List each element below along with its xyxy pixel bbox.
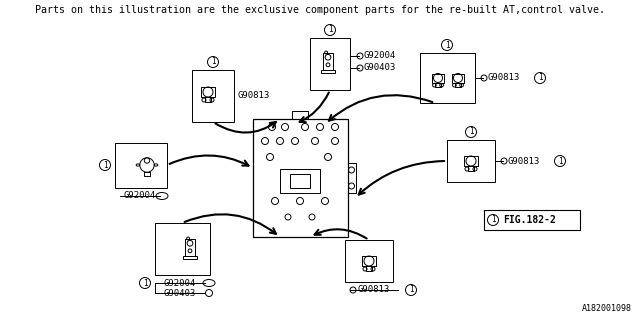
Bar bbox=[447, 140, 495, 182]
Text: G90813: G90813 bbox=[488, 74, 520, 83]
Text: 1: 1 bbox=[445, 41, 449, 50]
Bar bbox=[366, 266, 372, 271]
Bar bbox=[290, 174, 310, 188]
Bar bbox=[468, 166, 474, 171]
Bar bbox=[321, 69, 335, 73]
Bar bbox=[201, 87, 215, 97]
Text: 1: 1 bbox=[328, 26, 332, 35]
Text: G90813: G90813 bbox=[237, 92, 269, 100]
Bar bbox=[420, 53, 475, 103]
Bar bbox=[435, 83, 441, 87]
Text: G90403: G90403 bbox=[363, 63, 396, 73]
Bar bbox=[452, 74, 464, 83]
Text: G90403: G90403 bbox=[164, 289, 196, 298]
Text: G92004: G92004 bbox=[363, 52, 396, 60]
Bar bbox=[144, 172, 150, 176]
Text: 1: 1 bbox=[468, 127, 474, 137]
Text: 1: 1 bbox=[143, 278, 147, 287]
Bar bbox=[205, 97, 211, 102]
Bar bbox=[115, 143, 167, 188]
Bar bbox=[348, 163, 355, 193]
Bar bbox=[432, 74, 444, 83]
Bar bbox=[155, 223, 210, 275]
Bar bbox=[183, 256, 196, 260]
Bar bbox=[484, 210, 580, 230]
Bar bbox=[323, 52, 333, 69]
Bar bbox=[345, 240, 393, 282]
Text: G92004: G92004 bbox=[124, 191, 156, 201]
Text: G90813: G90813 bbox=[508, 156, 540, 165]
Text: FIG.182-2: FIG.182-2 bbox=[503, 215, 556, 225]
Bar bbox=[292, 111, 308, 119]
Bar bbox=[464, 156, 478, 166]
Text: 1: 1 bbox=[491, 215, 495, 225]
Text: G92004: G92004 bbox=[164, 278, 196, 287]
Bar bbox=[253, 119, 348, 237]
Text: 1: 1 bbox=[409, 285, 413, 294]
Text: A182001098: A182001098 bbox=[582, 304, 632, 313]
Text: G90813: G90813 bbox=[357, 285, 389, 294]
Text: Parts on this illustration are the exclusive component parts for the re-built AT: Parts on this illustration are the exclu… bbox=[35, 5, 605, 15]
Text: 1: 1 bbox=[557, 156, 563, 165]
Text: 1: 1 bbox=[211, 58, 215, 67]
Bar bbox=[280, 169, 320, 193]
Bar bbox=[310, 38, 350, 90]
Bar bbox=[455, 83, 461, 87]
Bar bbox=[192, 70, 234, 122]
Text: 1: 1 bbox=[102, 161, 108, 170]
Bar bbox=[185, 238, 195, 256]
Text: 1: 1 bbox=[538, 74, 542, 83]
Bar bbox=[362, 256, 376, 266]
